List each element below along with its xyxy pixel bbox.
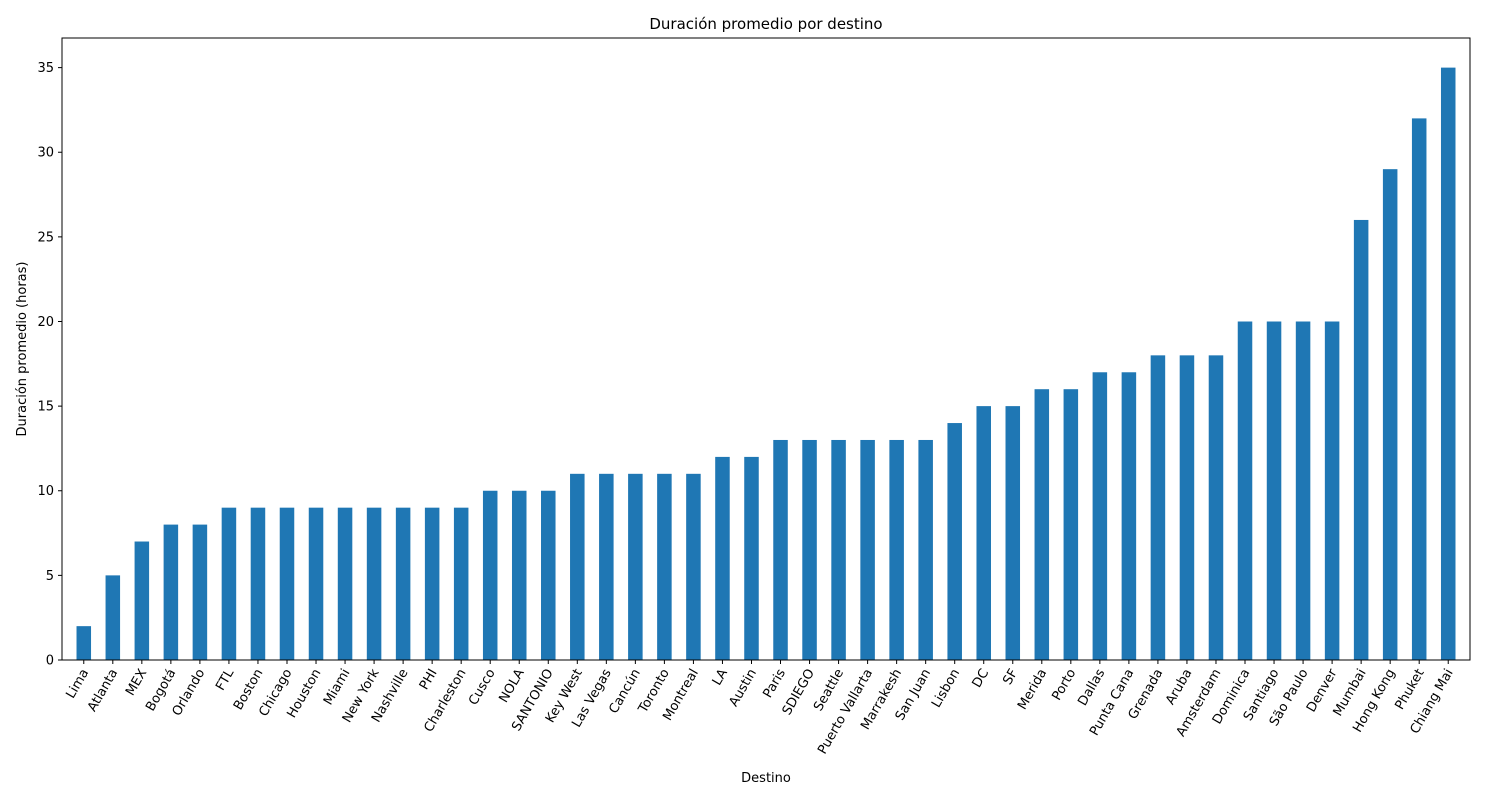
- bar: [744, 456, 759, 660]
- x-axis-label: Destino: [741, 771, 791, 786]
- y-tick-label: 15: [37, 400, 54, 415]
- bar: [511, 490, 527, 660]
- y-tick-label: 0: [46, 654, 54, 669]
- y-tick-label: 5: [46, 569, 54, 584]
- y-tick-label: 35: [37, 61, 54, 76]
- y-axis-label: Duración promedio (horas): [15, 262, 30, 437]
- bar: [1150, 355, 1166, 660]
- bar: [1208, 355, 1224, 660]
- bar: [366, 507, 382, 660]
- bar: [279, 507, 295, 660]
- bar: [570, 473, 585, 660]
- bar: [831, 439, 846, 660]
- x-tick-label: DC: [970, 667, 993, 691]
- bar: [308, 507, 324, 660]
- bar: [337, 507, 353, 660]
- x-tick-label: NOLA: [497, 666, 528, 705]
- x-tick-label: Austin: [727, 667, 760, 710]
- bar: [424, 507, 440, 660]
- bar: [1411, 118, 1427, 660]
- bar: [976, 406, 991, 660]
- bar: [657, 473, 672, 660]
- bar: [889, 439, 904, 660]
- plot-frame: [61, 37, 1471, 661]
- bar: [686, 473, 701, 660]
- x-tick-label: MEX: [123, 666, 150, 698]
- bar: [918, 439, 933, 660]
- y-tick-label: 25: [37, 230, 54, 245]
- bar: [628, 473, 643, 660]
- x-tick-label: PHI: [417, 667, 441, 693]
- bar: [1034, 389, 1050, 660]
- x-tick-label: Porto: [1049, 666, 1079, 703]
- x-tick-label: Lima: [64, 667, 93, 702]
- bar: [1440, 67, 1456, 661]
- bar: [715, 456, 730, 660]
- bar: [192, 524, 208, 660]
- bar: [1179, 355, 1195, 660]
- x-tick-label: Paris: [761, 666, 790, 701]
- y-tick-label: 10: [37, 484, 54, 499]
- x-tick-label: FTL: [213, 666, 238, 694]
- bar: [773, 439, 788, 660]
- x-tick-label: Cusco: [466, 666, 499, 707]
- bar: [482, 490, 498, 660]
- y-tick-label: 30: [37, 146, 54, 161]
- bar: [541, 490, 556, 660]
- bar: [250, 507, 266, 660]
- y-tick-label: 20: [37, 315, 54, 330]
- bar: [1382, 169, 1398, 661]
- bar: [1092, 372, 1108, 660]
- x-tick-label: Merida: [1015, 667, 1050, 713]
- bar: [1005, 406, 1021, 660]
- bar: [105, 575, 121, 660]
- bar: [802, 439, 817, 660]
- bar: [1063, 389, 1079, 660]
- bar: [599, 473, 614, 660]
- bar: [1295, 321, 1311, 660]
- bar: [453, 507, 469, 660]
- bar: [221, 507, 237, 660]
- bar: [947, 423, 962, 660]
- x-tick-label: SF: [1000, 667, 1021, 688]
- chart-title: Duración promedio por destino: [649, 15, 882, 33]
- bar: [395, 507, 411, 660]
- bar: [1266, 321, 1282, 660]
- bar: [860, 439, 875, 660]
- bar: [1353, 219, 1369, 660]
- bar: [1324, 321, 1340, 660]
- bar: [163, 524, 179, 660]
- bar: [134, 541, 150, 660]
- x-tick-label: Lisbon: [929, 667, 963, 711]
- bar: [76, 626, 92, 660]
- bar: [1237, 321, 1253, 660]
- x-tick-label: LA: [710, 666, 731, 688]
- bar: [1121, 372, 1137, 660]
